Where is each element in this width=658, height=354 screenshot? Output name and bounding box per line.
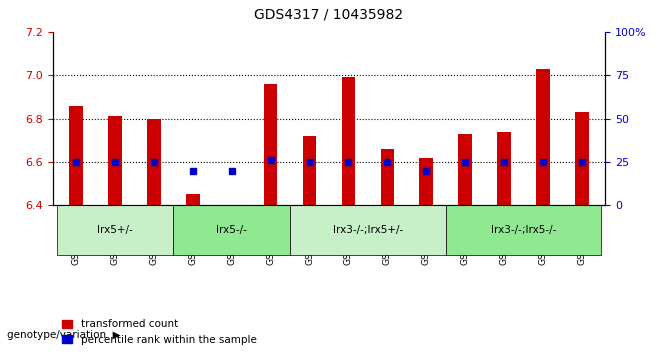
- Bar: [69, 105, 83, 205]
- Bar: [147, 119, 161, 205]
- Bar: [575, 112, 589, 205]
- Bar: [536, 69, 550, 205]
- Text: lrx5-/-: lrx5-/-: [216, 225, 247, 235]
- Bar: [186, 194, 199, 205]
- Bar: [497, 132, 511, 205]
- Bar: [420, 158, 433, 205]
- Bar: [303, 136, 316, 205]
- Text: genotype/variation  ▶: genotype/variation ▶: [7, 330, 120, 339]
- Text: lrx3-/-;lrx5-/-: lrx3-/-;lrx5-/-: [491, 225, 556, 235]
- FancyBboxPatch shape: [290, 205, 445, 255]
- FancyBboxPatch shape: [173, 205, 290, 255]
- Bar: [264, 84, 278, 205]
- Text: GDS4317 / 10435982: GDS4317 / 10435982: [255, 7, 403, 21]
- Text: lrx3-/-;lrx5+/-: lrx3-/-;lrx5+/-: [333, 225, 403, 235]
- FancyBboxPatch shape: [57, 205, 173, 255]
- Bar: [108, 116, 122, 205]
- Legend: transformed count, percentile rank within the sample: transformed count, percentile rank withi…: [58, 315, 261, 349]
- Bar: [342, 78, 355, 205]
- Bar: [380, 149, 394, 205]
- FancyBboxPatch shape: [445, 205, 601, 255]
- Bar: [459, 134, 472, 205]
- Text: lrx5+/-: lrx5+/-: [97, 225, 133, 235]
